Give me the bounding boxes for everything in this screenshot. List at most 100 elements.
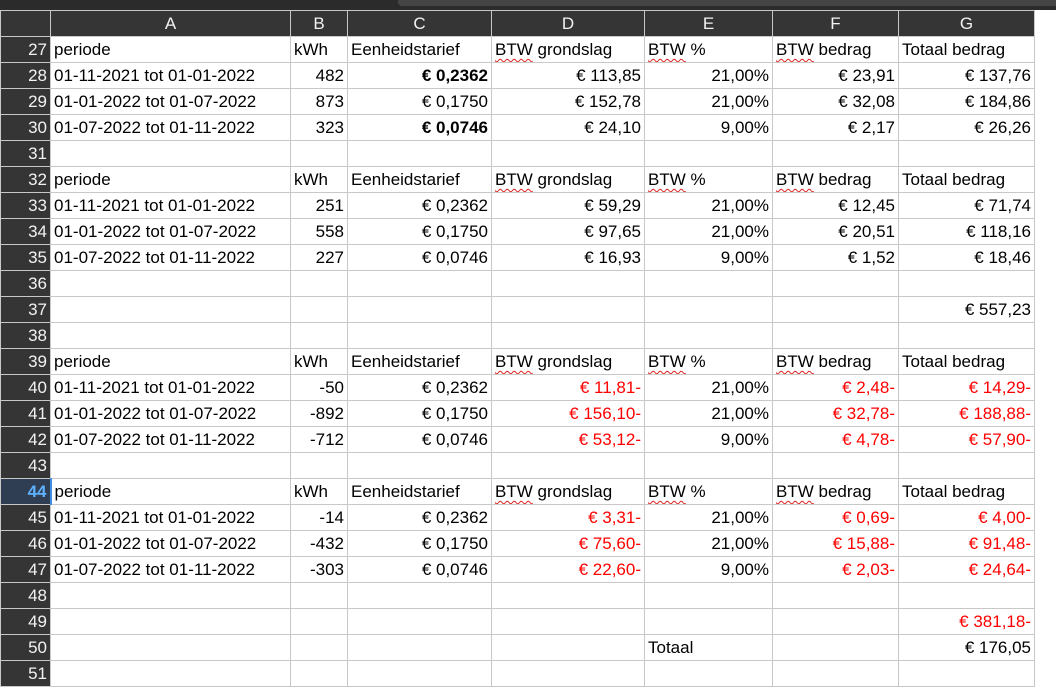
row-header[interactable]: 48 [0, 582, 51, 609]
cell-c[interactable] [347, 296, 492, 323]
cell-f[interactable] [772, 608, 899, 635]
column-header-e[interactable]: E [644, 10, 773, 37]
cell-a[interactable]: 01-11-2021 tot 01-01-2022 [50, 374, 291, 401]
cell-a[interactable] [50, 452, 291, 479]
cell-f[interactable]: € 20,51 [772, 218, 899, 245]
cell-g[interactable] [898, 582, 1035, 609]
row-header[interactable]: 39 [0, 348, 51, 375]
cell-d[interactable]: € 53,12- [491, 426, 645, 453]
cell-e[interactable] [644, 660, 773, 687]
cell-d[interactable]: BTW grondslag [491, 166, 645, 193]
cell-e[interactable]: 21,00% [644, 400, 773, 427]
cell-c[interactable] [347, 660, 492, 687]
select-all-corner[interactable] [0, 10, 51, 37]
cell-c[interactable]: € 0,2362 [347, 374, 492, 401]
row-header[interactable]: 41 [0, 400, 51, 427]
cell-c[interactable]: € 0,1750 [347, 218, 492, 245]
cell-g[interactable]: Totaal bedrag [898, 36, 1035, 63]
cell-f[interactable]: BTW bedrag [772, 348, 899, 375]
cell-b[interactable]: 323 [290, 114, 348, 141]
cell-a[interactable]: 01-07-2022 tot 01-11-2022 [50, 244, 291, 271]
cell-f[interactable]: € 2,03- [772, 556, 899, 583]
cell-d[interactable]: BTW grondslag [491, 348, 645, 375]
cell-a[interactable]: 01-01-2022 tot 01-07-2022 [50, 400, 291, 427]
cell-a[interactable]: periode [50, 478, 291, 505]
cell-d[interactable] [491, 452, 645, 479]
cell-a[interactable] [50, 296, 291, 323]
cell-d[interactable]: BTW grondslag [491, 36, 645, 63]
cell-f[interactable]: € 2,17 [772, 114, 899, 141]
cell-e[interactable] [644, 608, 773, 635]
cell-a[interactable]: periode [50, 166, 291, 193]
cell-a[interactable]: 01-07-2022 tot 01-11-2022 [50, 556, 291, 583]
cell-f[interactable]: € 32,78- [772, 400, 899, 427]
cell-f[interactable]: € 12,45 [772, 192, 899, 219]
cell-f[interactable] [772, 452, 899, 479]
cell-f[interactable] [772, 296, 899, 323]
cell-c[interactable]: € 0,0746 [347, 556, 492, 583]
cell-c[interactable]: Eenheidstarief [347, 348, 492, 375]
column-header-g[interactable]: G [898, 10, 1035, 37]
cell-g[interactable]: € 381,18- [898, 608, 1035, 635]
cell-c[interactable]: € 0,2362 [347, 62, 492, 89]
cell-c[interactable] [347, 452, 492, 479]
cell-f[interactable]: € 2,48- [772, 374, 899, 401]
cell-e[interactable]: 21,00% [644, 88, 773, 115]
row-header[interactable]: 28 [0, 62, 51, 89]
column-header-c[interactable]: C [347, 10, 492, 37]
cell-f[interactable] [772, 582, 899, 609]
cell-d[interactable]: € 75,60- [491, 530, 645, 557]
cell-b[interactable]: -432 [290, 530, 348, 557]
cell-b[interactable] [290, 322, 348, 349]
cell-c[interactable]: € 0,1750 [347, 88, 492, 115]
row-header[interactable]: 43 [0, 452, 51, 479]
cell-c[interactable] [347, 608, 492, 635]
cell-d[interactable]: € 113,85 [491, 62, 645, 89]
cell-b[interactable]: -14 [290, 504, 348, 531]
cell-e[interactable]: 21,00% [644, 530, 773, 557]
cell-f[interactable]: BTW bedrag [772, 166, 899, 193]
cell-d[interactable]: € 97,65 [491, 218, 645, 245]
cell-g[interactable] [898, 660, 1035, 687]
cell-c[interactable] [347, 270, 492, 297]
row-header[interactable]: 34 [0, 218, 51, 245]
cell-e[interactable]: 21,00% [644, 504, 773, 531]
cell-e[interactable]: BTW % [644, 166, 773, 193]
row-header[interactable]: 29 [0, 88, 51, 115]
cell-g[interactable]: € 18,46 [898, 244, 1035, 271]
cell-g[interactable]: € 4,00- [898, 504, 1035, 531]
cell-a[interactable]: 01-11-2021 tot 01-01-2022 [50, 62, 291, 89]
cell-a[interactable]: 01-01-2022 tot 01-07-2022 [50, 88, 291, 115]
cell-g[interactable]: € 14,29- [898, 374, 1035, 401]
cell-e[interactable]: BTW % [644, 478, 773, 505]
cell-d[interactable] [491, 140, 645, 167]
cell-a[interactable]: periode [50, 348, 291, 375]
cell-e[interactable] [644, 270, 773, 297]
row-header[interactable]: 40 [0, 374, 51, 401]
cell-g[interactable] [898, 140, 1035, 167]
cell-g[interactable]: € 188,88- [898, 400, 1035, 427]
cell-b[interactable] [290, 140, 348, 167]
cell-g[interactable]: € 176,05 [898, 634, 1035, 661]
row-header[interactable]: 47 [0, 556, 51, 583]
cell-g[interactable] [898, 322, 1035, 349]
cell-g[interactable]: € 557,23 [898, 296, 1035, 323]
cell-e[interactable] [644, 296, 773, 323]
cell-g[interactable]: € 137,76 [898, 62, 1035, 89]
column-header-b[interactable]: B [290, 10, 348, 37]
cell-d[interactable] [491, 634, 645, 661]
cell-c[interactable]: € 0,1750 [347, 400, 492, 427]
cell-g[interactable] [898, 270, 1035, 297]
cell-c[interactable]: € 0,2362 [347, 504, 492, 531]
cell-e[interactable] [644, 140, 773, 167]
cell-b[interactable] [290, 660, 348, 687]
row-header[interactable]: 38 [0, 322, 51, 349]
cell-e[interactable]: 9,00% [644, 556, 773, 583]
column-header-f[interactable]: F [772, 10, 899, 37]
cell-g[interactable]: € 184,86 [898, 88, 1035, 115]
cell-b[interactable]: kWh [290, 166, 348, 193]
row-header[interactable]: 30 [0, 114, 51, 141]
cell-f[interactable]: € 23,91 [772, 62, 899, 89]
row-header[interactable]: 37 [0, 296, 51, 323]
cell-b[interactable]: kWh [290, 348, 348, 375]
